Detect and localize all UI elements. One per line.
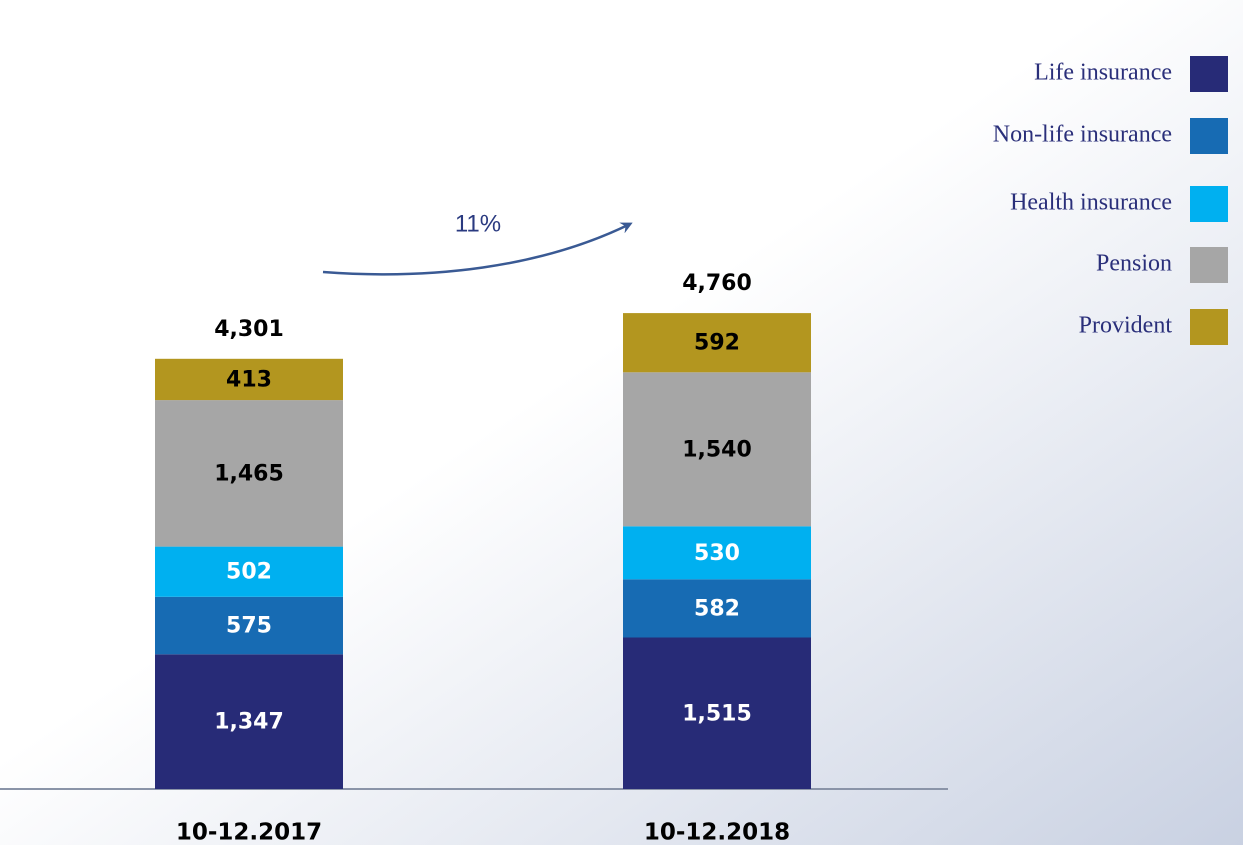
- data-label: 413: [226, 367, 272, 392]
- legend-label: Pension: [1096, 251, 1172, 277]
- bar-segment: [623, 372, 811, 527]
- legend-label: Life insurance: [1034, 60, 1172, 86]
- data-label: 1,465: [214, 461, 284, 486]
- legend-swatch: [1190, 186, 1228, 222]
- x-tick-label: 10-12.2017: [176, 820, 322, 845]
- bar-segment: [623, 313, 811, 373]
- data-label: 1,540: [682, 437, 752, 462]
- bar-segment: [623, 579, 811, 638]
- data-label: 502: [226, 560, 272, 585]
- growth-annotation: 11%: [455, 210, 501, 237]
- growth-arrow: [322, 222, 633, 276]
- bar-segment: [623, 526, 811, 580]
- bar-segment: [155, 400, 343, 547]
- bar-segment: [155, 358, 343, 401]
- legend-label: Non-life insurance: [993, 122, 1172, 148]
- legend-swatch: [1190, 247, 1228, 283]
- legend-swatch: [1190, 118, 1228, 154]
- data-label: 592: [694, 331, 740, 356]
- data-label: 1,347: [214, 710, 284, 735]
- legend-label: Provident: [1079, 313, 1173, 339]
- bar-segment: [155, 654, 343, 789]
- data-label: 1,515: [682, 701, 752, 726]
- bar-segment: [155, 546, 343, 597]
- total-label: 4,301: [214, 317, 284, 342]
- legend-swatch: [1190, 56, 1228, 92]
- data-label: 582: [694, 596, 740, 621]
- bar-segment: [623, 637, 811, 789]
- data-label: 530: [694, 541, 740, 566]
- legend-swatch: [1190, 309, 1228, 345]
- bar-segment: [155, 596, 343, 655]
- x-tick-label: 10-12.2018: [644, 820, 790, 845]
- total-label: 4,760: [682, 271, 752, 296]
- legend-label: Health insurance: [1010, 190, 1172, 216]
- data-label: 575: [226, 614, 272, 639]
